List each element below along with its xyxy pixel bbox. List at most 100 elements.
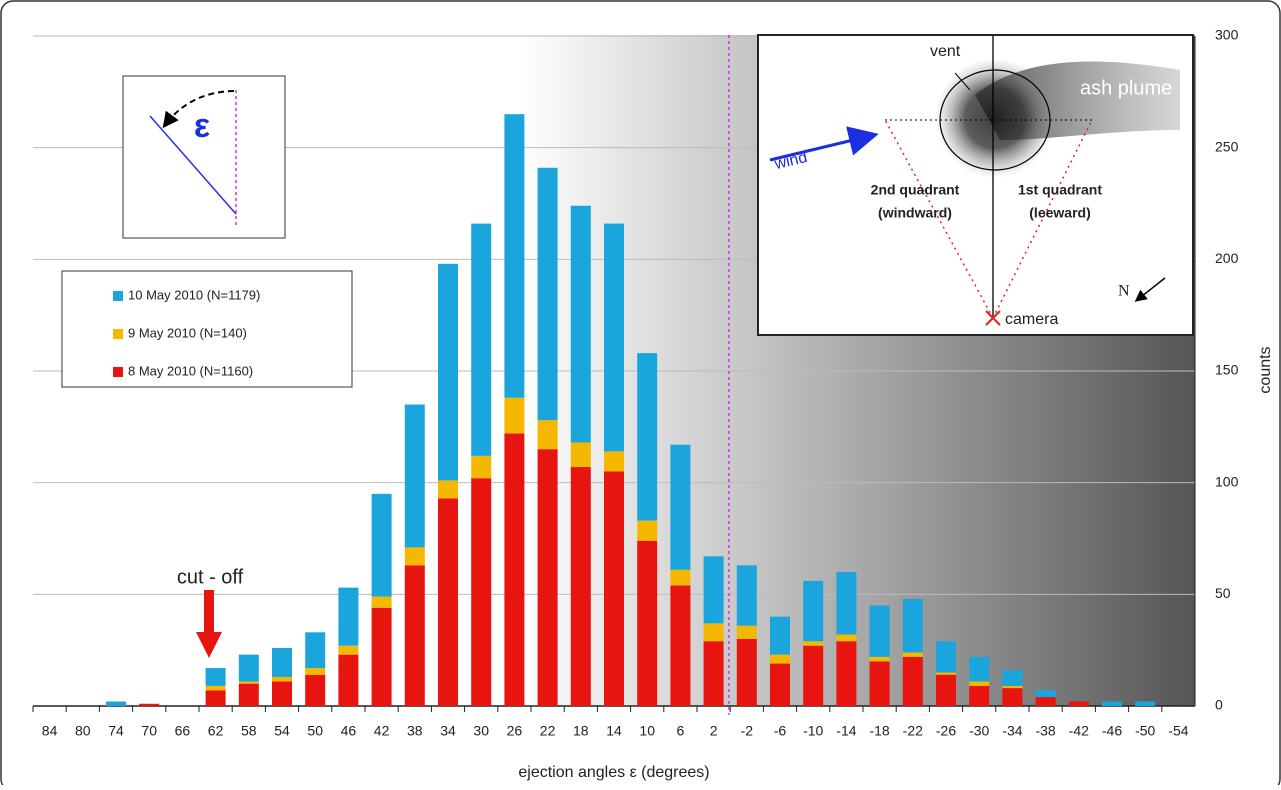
x-tick-label: 10 — [639, 723, 655, 739]
x-tick-label: 54 — [274, 723, 290, 739]
y-tick-label: 50 — [1215, 585, 1231, 601]
x-tick-label: -42 — [1069, 723, 1089, 739]
bar-segment — [1102, 701, 1122, 706]
x-tick-label: -10 — [803, 723, 823, 739]
y-tick-label: 0 — [1215, 697, 1223, 713]
vent-pointer — [954, 72, 971, 91]
bar-segment — [238, 683, 259, 706]
bar-segment — [438, 498, 458, 706]
bar-segment — [471, 223, 492, 456]
bars — [106, 114, 1156, 706]
epsilon-label: ε — [194, 107, 210, 145]
fov-left — [884, 119, 994, 319]
bar-segment — [936, 674, 956, 706]
bar-segment — [205, 685, 226, 691]
x-tick-label: -26 — [936, 723, 956, 739]
bar-segment — [637, 353, 658, 521]
angle-line — [149, 115, 237, 215]
bar-segment — [736, 625, 757, 639]
bar-segment — [670, 569, 691, 586]
bar-segment — [969, 685, 990, 706]
bar-segment — [770, 663, 790, 706]
bar-segment — [570, 467, 591, 706]
bar-segment — [371, 493, 392, 597]
bar-segment — [869, 661, 890, 706]
north-label: N — [1118, 283, 1130, 300]
legend — [61, 270, 353, 388]
plume-core — [935, 58, 1055, 178]
plume-label: ash plume — [1080, 77, 1172, 99]
bar-segment — [604, 451, 624, 472]
x-tick-label: 70 — [141, 723, 157, 739]
bar-segment — [1135, 701, 1156, 706]
bar-segment — [338, 587, 359, 646]
bar-segment — [371, 596, 392, 608]
x-tick-label: 6 — [677, 723, 685, 739]
bar-segment — [537, 449, 558, 706]
bar-segment — [836, 641, 857, 706]
bar-segment — [1002, 688, 1023, 706]
bar-segment — [205, 668, 226, 686]
wind-arrow — [769, 126, 879, 162]
cutoff-arrow — [196, 590, 222, 658]
bar-segment — [537, 420, 558, 450]
x-tick-label: 22 — [540, 723, 556, 739]
legend-swatch — [113, 291, 123, 301]
x-tick-label: 26 — [507, 723, 523, 739]
bar-segment — [869, 605, 890, 657]
bar-segment — [205, 690, 226, 706]
x-tick-label: 74 — [108, 723, 124, 739]
bar-segment — [504, 433, 525, 706]
bar-segment — [305, 668, 326, 675]
bar-segment — [371, 607, 392, 706]
bar-segment — [471, 478, 492, 706]
bar-segment — [936, 672, 956, 675]
bar-segment — [803, 580, 824, 642]
x-tick-label: -50 — [1135, 723, 1155, 739]
bar-segment — [504, 397, 525, 434]
q1-label: 1st quadrant — [1018, 182, 1102, 198]
bar-segment — [404, 565, 425, 706]
q1-sub: (leeward) — [1029, 205, 1090, 221]
bar-segment — [637, 520, 658, 541]
x-tick-label: 66 — [175, 723, 191, 739]
bar-segment — [404, 404, 425, 548]
bar-segment — [272, 647, 292, 677]
bar-segment — [305, 674, 326, 706]
x-tick-label: -30 — [969, 723, 989, 739]
bar-segment — [670, 585, 691, 706]
x-tick-label: -34 — [1002, 723, 1022, 739]
angle-arrow — [162, 90, 235, 129]
bar-segment — [637, 540, 658, 706]
bar-segment — [338, 654, 359, 706]
x-tick-label: -18 — [869, 723, 889, 739]
bar-segment — [272, 676, 292, 682]
fov-right — [992, 119, 1093, 319]
legend-label: 10 May 2010 (N=1179) — [128, 287, 260, 302]
bar-segment — [869, 656, 890, 662]
x-tick-label: -46 — [1102, 723, 1122, 739]
x-tick-label: 30 — [473, 723, 489, 739]
bar-segment — [770, 654, 790, 664]
legend-items: 10 May 2010 (N=1179) 9 May 2010 (N=140) 8 … — [113, 287, 260, 378]
x-tick-label: 14 — [606, 723, 622, 739]
bar-segment — [438, 480, 458, 499]
bar-segment — [504, 114, 525, 398]
bar-segment — [736, 565, 757, 626]
bar-segment — [1068, 701, 1089, 706]
x-tick-label: -6 — [774, 723, 787, 739]
bar-segment — [969, 681, 990, 686]
x-tick-label: -54 — [1168, 723, 1188, 739]
bar-segment — [703, 556, 724, 624]
bar-segment — [238, 654, 259, 682]
bar-segment — [836, 634, 857, 642]
x-tick-label: 18 — [573, 723, 589, 739]
bar-segment — [1002, 685, 1023, 689]
x-axis-title: ejection angles ε (degrees) — [518, 764, 709, 781]
legend-label: 8 May 2010 (N=1160) — [128, 363, 253, 378]
bar-segment — [836, 572, 857, 635]
bar-segment — [803, 641, 824, 646]
x-tick-label: 38 — [407, 723, 423, 739]
x-tick-label: -14 — [836, 723, 856, 739]
